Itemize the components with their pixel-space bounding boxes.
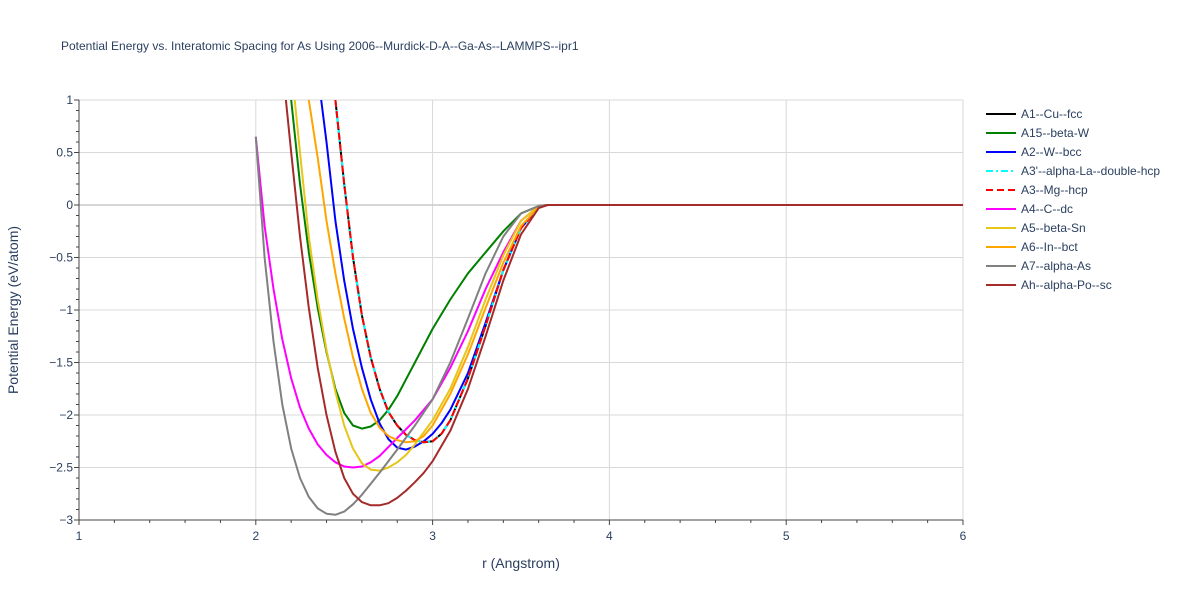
chart-title: Potential Energy vs. Interatomic Spacing… xyxy=(61,39,579,53)
legend-label: Ah--alpha-Po--sc xyxy=(1021,278,1112,292)
legend-item[interactable]: A3'--alpha-La--double-hcp xyxy=(986,164,1160,178)
series-line-5 xyxy=(254,136,963,469)
legend-label: A7--alpha-As xyxy=(1021,259,1091,273)
series-line-4 xyxy=(334,100,963,444)
y-tick-label: −2.5 xyxy=(49,461,73,475)
y-tick-label: 0.5 xyxy=(56,146,73,160)
legend-item[interactable]: A4--C--dc xyxy=(986,202,1073,216)
x-tick-label: 3 xyxy=(429,529,436,543)
series-line-8 xyxy=(254,136,963,516)
y-tick-label: 1 xyxy=(66,93,73,107)
x-tick-label: 2 xyxy=(252,529,259,543)
legend-label: A15--beta-W xyxy=(1021,126,1090,140)
legend-item[interactable]: Ah--alpha-Po--sc xyxy=(986,278,1112,292)
legend-item[interactable]: A6--In--bct xyxy=(986,240,1078,254)
y-axis-title: Potential Energy (eV/atom) xyxy=(5,226,21,394)
x-tick-label: 1 xyxy=(76,529,83,543)
legend-label: A1--Cu--fcc xyxy=(1021,107,1082,121)
y-tick-label: −0.5 xyxy=(49,251,73,265)
legend-item[interactable]: A3--Mg--hcp xyxy=(986,183,1088,197)
legend-label: A3--Mg--hcp xyxy=(1021,183,1088,197)
x-tick-label: 6 xyxy=(960,529,967,543)
series-line-6 xyxy=(293,100,963,472)
legend-item[interactable]: A7--alpha-As xyxy=(986,259,1091,273)
x-axis-title: r (Angstrom) xyxy=(482,555,560,571)
legend-item[interactable]: A15--beta-W xyxy=(986,126,1090,140)
series-lines xyxy=(254,100,963,516)
legend-label: A4--C--dc xyxy=(1021,202,1073,216)
legend-label: A3'--alpha-La--double-hcp xyxy=(1021,164,1160,178)
legend-item[interactable]: A1--Cu--fcc xyxy=(986,107,1082,121)
legend[interactable]: A1--Cu--fcc A15--beta-W A2--W--bcc A3'--alp… xyxy=(986,107,1160,292)
x-tick-label: 4 xyxy=(606,529,613,543)
y-tick-label: −2 xyxy=(59,408,73,422)
y-tick-label: 0 xyxy=(66,198,73,212)
legend-item[interactable]: A2--W--bcc xyxy=(986,145,1081,159)
axes: 1 2 3 4 5 6 1 0.5 0 −0.5 −1 −1.5 −2 −2.5 −3 xyxy=(49,93,966,543)
legend-item[interactable]: A5--beta-Sn xyxy=(986,221,1086,235)
y-tick-label: −1 xyxy=(59,303,73,317)
y-tick-label: −1.5 xyxy=(49,356,73,370)
series-line-9 xyxy=(284,100,963,507)
legend-label: A6--In--bct xyxy=(1021,240,1078,254)
y-tick-label: −3 xyxy=(59,513,73,527)
legend-label: A2--W--bcc xyxy=(1021,145,1081,159)
legend-label: A5--beta-Sn xyxy=(1021,221,1086,235)
series-line-7 xyxy=(307,100,963,444)
x-tick-label: 5 xyxy=(783,529,790,543)
